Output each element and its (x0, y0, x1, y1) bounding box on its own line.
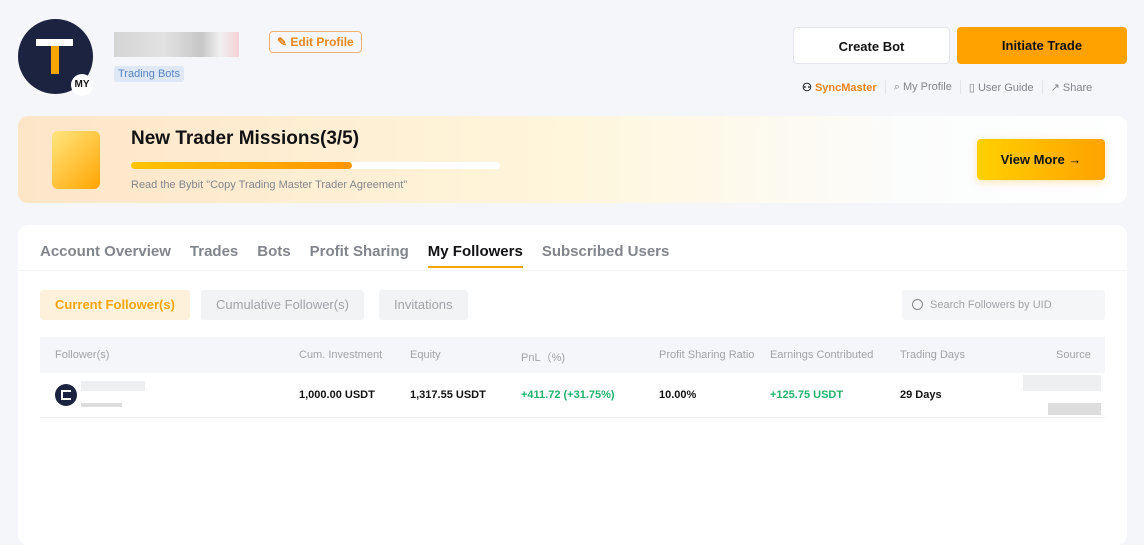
share-link[interactable]: ↗ Share (1051, 81, 1093, 94)
col-ratio: Profit Sharing Ratio (659, 349, 755, 361)
subtab-cumulative-followers[interactable]: Cumulative Follower(s) (201, 290, 364, 320)
share-label: Share (1062, 81, 1093, 94)
col-earnings: Earnings Contributed (770, 349, 874, 361)
share-icon: ↗ (1050, 81, 1060, 94)
col-follower: Follower(s) (55, 349, 110, 361)
cell-investment: 1,000.00 USDT (299, 389, 375, 401)
missions-subtitle: Read the Bybit "Copy Trading Master Trad… (131, 179, 408, 191)
users-icon: ⚇ (802, 81, 812, 94)
search-placeholder: Search Followers by UID (930, 299, 1052, 311)
follower-avatar (55, 384, 77, 406)
cell-days: 29 Days (900, 389, 942, 401)
my-profile-link[interactable]: ⌕ My Profile (894, 81, 952, 94)
tab-profit-sharing[interactable]: Profit Sharing (309, 243, 409, 260)
edit-profile-button[interactable]: ✎ Edit Profile (269, 31, 362, 53)
col-source: Source (1056, 349, 1091, 361)
missions-progress (131, 162, 500, 169)
my-profile-label: My Profile (902, 80, 952, 93)
initiate-trade-button[interactable]: Initiate Trade (957, 27, 1127, 64)
cell-pnl: +411.72 (+31.75%) (521, 389, 615, 401)
edit-profile-label: Edit Profile (290, 35, 354, 49)
cell-ratio: 10.00% (659, 389, 697, 401)
subtab-current-followers[interactable]: Current Follower(s) (40, 290, 190, 320)
syncmaster-link[interactable]: ⚇ SyncMaster (802, 81, 877, 94)
subtab-invitations[interactable]: Invitations (379, 290, 468, 320)
header-links: ⚇ SyncMaster ⌕ My Profile ▯ User Guide ↗… (802, 80, 1092, 94)
col-days: Trading Days (900, 349, 966, 361)
profile-icon: ⌕ (893, 80, 900, 93)
blurred-source-detail (1048, 403, 1101, 415)
progress-fill (131, 162, 353, 169)
search-icon (912, 299, 923, 310)
missions-title: New Trader Missions(3/5) (131, 128, 360, 149)
blurred-source (1023, 375, 1101, 391)
blurred-follower-name (81, 381, 145, 391)
blurred-username (114, 32, 239, 57)
row-divider (40, 417, 1105, 418)
user-guide-label: User Guide (977, 81, 1034, 94)
tab-subscribed-users[interactable]: Subscribed Users (541, 243, 670, 260)
create-bot-button[interactable]: Create Bot (793, 27, 950, 64)
cell-equity: 1,317.55 USDT (410, 389, 486, 401)
tab-trades[interactable]: Trades (189, 243, 239, 260)
tab-my-followers[interactable]: My Followers (427, 243, 523, 268)
mission-book-icon (52, 131, 100, 189)
col-investment: Cum. Investment (299, 349, 383, 361)
view-more-label: View More (1000, 152, 1065, 167)
edit-icon: ✎ (277, 35, 291, 49)
view-more-button[interactable]: View More → (977, 139, 1105, 180)
table-header (40, 337, 1105, 373)
tab-bots[interactable]: Bots (257, 243, 291, 260)
cell-earnings: +125.75 USDT (770, 389, 844, 401)
arrow-right-icon: → (1068, 152, 1082, 167)
region-badge: MY (71, 74, 93, 96)
missions-banner (18, 116, 1127, 203)
tab-divider (18, 270, 1127, 271)
main-panel (18, 225, 1127, 545)
search-input[interactable]: Search Followers by UID (902, 290, 1105, 320)
col-equity: Equity (410, 349, 441, 361)
tab-account-overview[interactable]: Account Overview (40, 243, 171, 260)
col-pnl: PnL（%) (521, 352, 566, 364)
tabs: Account Overview Trades Bots Profit Shar… (40, 243, 669, 268)
book-icon: ▯ (968, 81, 975, 94)
trader-tag: Trading Bots (114, 66, 184, 82)
syncmaster-label: SyncMaster (814, 81, 877, 94)
avatar: MY (18, 19, 93, 96)
blurred-follower-uid (81, 403, 122, 407)
user-guide-link[interactable]: ▯ User Guide (969, 81, 1034, 94)
